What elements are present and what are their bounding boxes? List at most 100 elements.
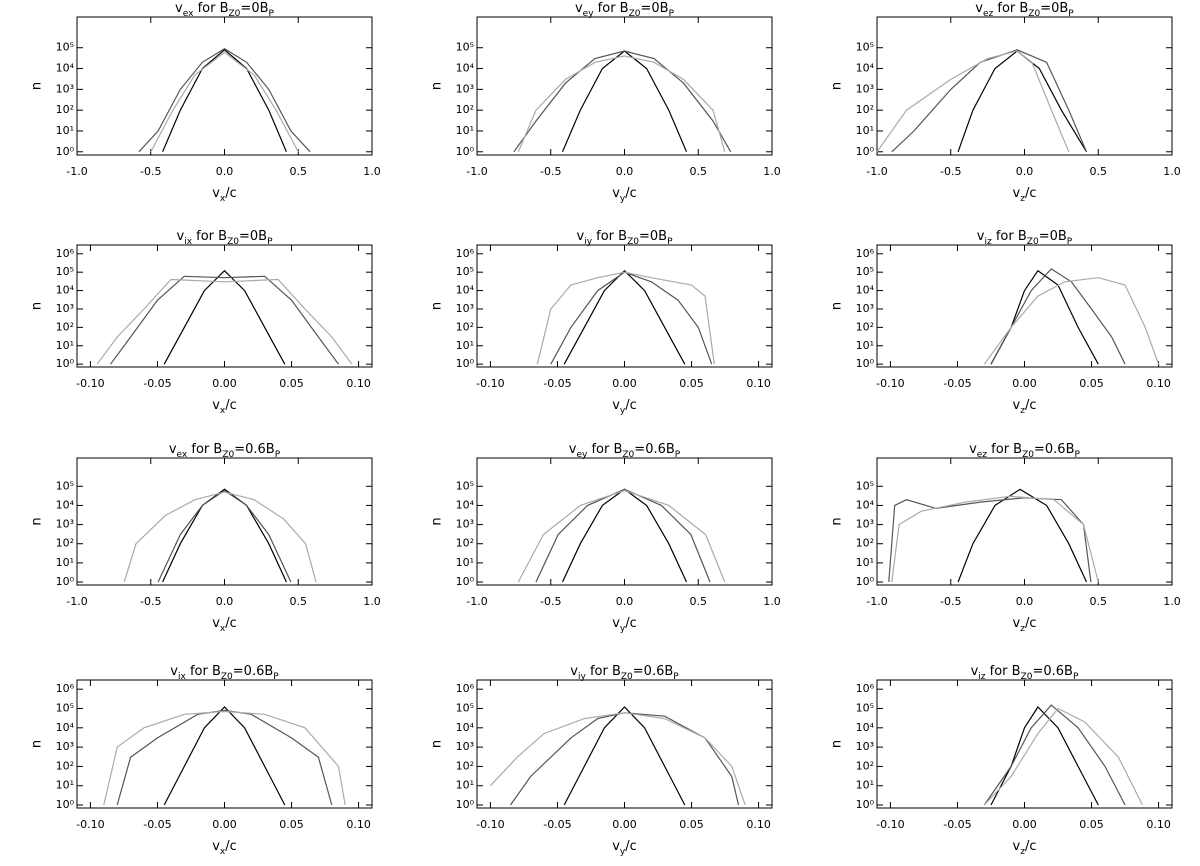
panel-title-part: Z0 — [627, 237, 639, 247]
x-tick-label: -0.05 — [943, 377, 971, 390]
x-tick-label: -0.10 — [476, 377, 504, 390]
panel-title-part: for B — [993, 1, 1028, 16]
y-tick-label: 10³ — [456, 302, 474, 315]
y-tick-label: 10⁴ — [56, 284, 75, 297]
y-tick-label: 10³ — [56, 740, 74, 753]
distribution-curve — [888, 497, 1092, 583]
x-axis-label: vz/c — [1013, 186, 1037, 204]
distribution-curve — [983, 277, 1160, 365]
panel-title-part: ex — [177, 450, 188, 460]
panel-title: vey for BZ0=0.6BP — [569, 442, 681, 460]
x-axis-label-part: y — [620, 406, 626, 416]
x-tick-label: 0.0 — [616, 595, 634, 608]
y-tick-label: 10⁶ — [856, 682, 875, 695]
y-axis-label: n — [830, 302, 845, 310]
panel-title-part: =0B — [639, 229, 667, 244]
x-tick-label: 0.0 — [216, 595, 234, 608]
distribution-curve — [876, 50, 1070, 153]
x-tick-label: 0.05 — [279, 818, 304, 831]
distribution-curve — [957, 488, 1088, 583]
x-tick-label: 0.10 — [746, 377, 771, 390]
panel-title-part: v — [576, 229, 584, 244]
y-tick-label: 10⁴ — [56, 62, 75, 75]
x-tick-label: 0.00 — [612, 818, 637, 831]
panel-title: viz for BZ0=0.6BP — [971, 664, 1079, 682]
panel-title-part: P — [667, 237, 673, 247]
distribution-curve — [517, 55, 726, 153]
x-tick-label: 0.05 — [1079, 818, 1104, 831]
panel-title-part: P — [1068, 9, 1074, 19]
x-tick-label: -0.05 — [143, 377, 171, 390]
panel-title-part: for B — [986, 664, 1021, 679]
y-tick-label: 10⁵ — [56, 702, 74, 715]
x-axis-label-part: v — [212, 186, 220, 201]
plot-frame — [876, 457, 1173, 586]
y-tick-label: 10⁶ — [856, 247, 875, 260]
y-tick-label: 10⁶ — [456, 247, 475, 260]
x-tick-label: -1.0 — [466, 165, 487, 178]
panel-title-part: P — [273, 672, 279, 682]
y-tick-label: 10² — [56, 759, 74, 772]
distribution-curve — [891, 495, 1099, 583]
panel-title-part: ez — [977, 450, 988, 460]
panel-title-part: v — [975, 1, 983, 16]
x-axis-label-part: v — [612, 616, 620, 631]
x-axis-label-part: /c — [225, 616, 237, 631]
x-axis-label-part: /c — [625, 186, 637, 201]
panel-title-part: Z0 — [221, 672, 233, 682]
panel-title-part: v — [176, 229, 184, 244]
x-axis-label-part: /c — [625, 839, 637, 854]
y-tick-label: 10³ — [456, 82, 474, 95]
y-tick-label: 10⁵ — [56, 265, 74, 278]
panel-title-part: Z0 — [622, 450, 634, 460]
x-tick-label: 0.00 — [212, 377, 237, 390]
distribution-curve — [563, 269, 686, 365]
x-axis-label-part: y — [620, 624, 626, 634]
panel-title-part: ez — [983, 9, 994, 19]
y-axis-label: n — [30, 82, 45, 90]
y-axis-label: n — [430, 740, 445, 748]
distribution-curve — [536, 271, 715, 365]
y-tick-label: 10⁰ — [56, 798, 75, 811]
x-tick-label: -0.5 — [140, 165, 161, 178]
x-axis-label-part: v — [212, 616, 220, 631]
x-tick-label: -0.05 — [943, 818, 971, 831]
panel-title: vez for BZ0=0.6BP — [969, 442, 1080, 460]
x-axis-label-part: v — [1013, 839, 1021, 854]
panel-title-part: for B — [187, 442, 222, 457]
y-tick-label: 10⁴ — [456, 284, 475, 297]
x-tick-label: -0.10 — [876, 377, 904, 390]
y-tick-label: 10¹ — [856, 556, 874, 569]
distribution-curve — [550, 271, 713, 365]
x-axis-label: vy/c — [612, 616, 637, 634]
panel-title-part: =0.6B — [1032, 664, 1073, 679]
x-axis-label-part: v — [212, 398, 220, 413]
x-tick-label: 0.05 — [279, 377, 304, 390]
y-tick-label: 10⁴ — [56, 498, 75, 511]
distribution-curve — [535, 488, 711, 583]
distribution-curve — [990, 268, 1126, 365]
distribution-curve — [157, 489, 292, 583]
x-axis-label: vx/c — [212, 186, 237, 204]
y-tick-label: 10¹ — [856, 779, 874, 792]
panel-title-part: P — [1075, 450, 1081, 460]
plot-frame — [476, 16, 773, 156]
panel-title-part: v — [969, 442, 977, 457]
panel-title-part: v — [575, 1, 583, 16]
panel-title-part: P — [275, 450, 281, 460]
y-tick-label: 10⁵ — [56, 479, 74, 492]
x-tick-label: 0.00 — [1012, 377, 1037, 390]
panel-title-part: =0.6B — [1034, 442, 1075, 457]
panel-title: vix for BZ0=0BP — [176, 229, 273, 247]
x-tick-label: 0.5 — [1090, 165, 1108, 178]
panel-title-part: for B — [586, 664, 621, 679]
x-axis-label: vz/c — [1013, 398, 1037, 416]
x-axis-label: vy/c — [612, 398, 637, 416]
x-axis-label-part: v — [212, 839, 220, 854]
panel-title-part: for B — [186, 664, 221, 679]
panel-title: vex for BZ0=0BP — [175, 1, 274, 19]
y-tick-label: 10⁶ — [56, 682, 75, 695]
x-axis-label-part: /c — [1025, 398, 1037, 413]
x-tick-label: -1.0 — [66, 595, 87, 608]
